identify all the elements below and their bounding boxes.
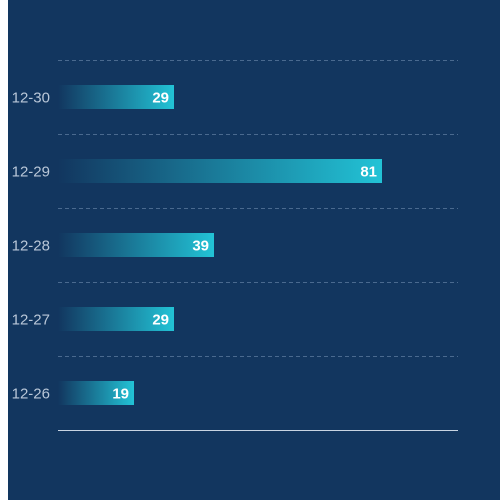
labels: 29 12-30 81 12-29 39 12-28 29 12-27 19 12-26 [12,90,377,403]
category-label-12-26: 12-26 [12,386,50,403]
bar-12-26 [58,381,134,405]
value-label-12-27: 29 [152,312,169,329]
value-label-12-28: 39 [192,238,209,255]
bar-12-30 [58,85,174,109]
category-label-12-30: 12-30 [12,90,50,107]
value-label-12-26: 19 [112,386,129,403]
category-label-12-27: 12-27 [12,312,50,329]
gridlines [58,60,458,357]
category-label-12-28: 12-28 [12,238,50,255]
category-label-12-29: 12-29 [12,164,50,181]
bar-12-29 [58,159,382,183]
bar-12-27 [58,307,174,331]
bar-12-28 [58,233,214,257]
value-label-12-29: 81 [360,164,377,181]
value-label-12-30: 29 [152,90,169,107]
bars [58,85,382,405]
